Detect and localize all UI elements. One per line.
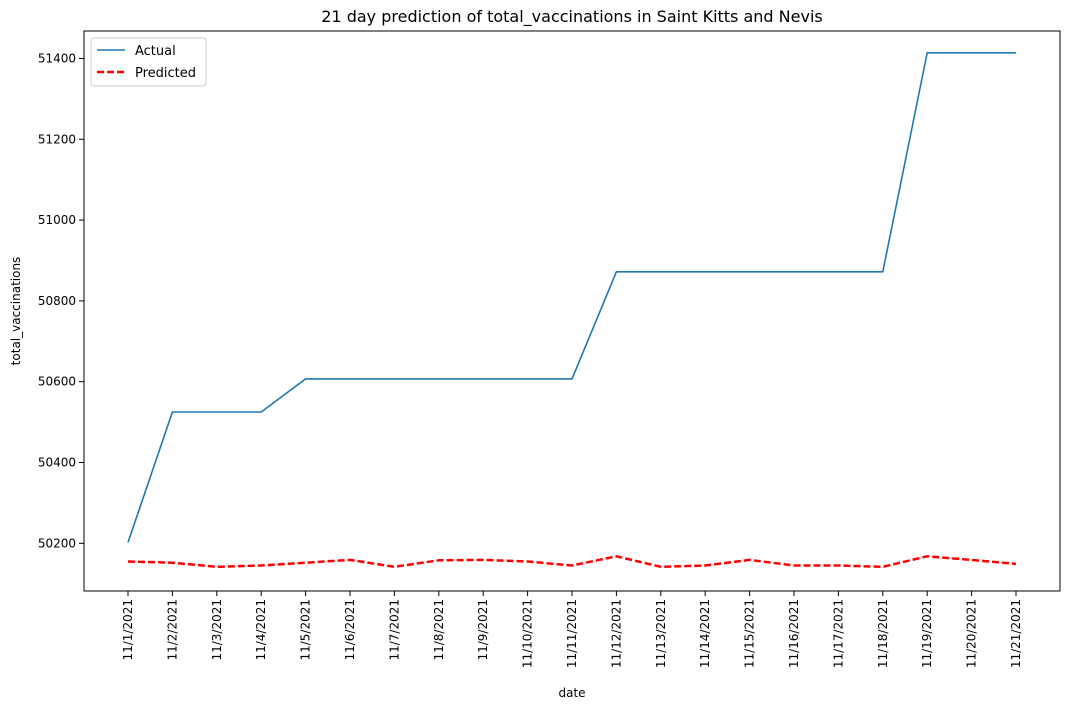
x-tick-label: 11/16/2021 [787,599,801,668]
y-tick-label: 50400 [38,456,76,470]
y-tick-label: 51200 [38,132,76,146]
x-axis: 11/1/2021 11/2/2021 11/3/2021 11/4/2021 11/5… [121,591,1023,668]
x-tick-label: 11/10/2021 [521,599,535,668]
y-tick-label: 50200 [38,536,76,550]
x-tick-label: 11/7/2021 [387,599,401,661]
x-tick-label: 11/1/2021 [121,599,135,661]
y-tick-label: 50800 [38,294,76,308]
y-tick-label: 50600 [38,375,76,389]
x-axis-label: date [558,686,585,700]
x-tick-label: 11/18/2021 [876,599,890,668]
y-axis: 50200 50400 50600 50800 51000 51200 51400 [38,51,84,550]
x-tick-label: 11/5/2021 [299,599,313,661]
x-tick-label: 11/14/2021 [698,599,712,668]
x-tick-label: 11/4/2021 [254,599,268,661]
legend: Actual Predicted [90,37,207,87]
x-tick-label: 11/3/2021 [210,599,224,661]
x-tick-label: 11/6/2021 [343,599,357,661]
x-tick-label: 11/19/2021 [920,599,934,668]
x-tick-label: 11/21/2021 [1009,599,1023,668]
x-tick-label: 11/20/2021 [965,599,979,668]
x-tick-label: 11/11/2021 [565,599,579,668]
x-tick-label: 11/13/2021 [654,599,668,668]
y-tick-label: 51400 [38,51,76,65]
y-axis-label: total_vaccinations [9,257,23,366]
legend-label-actual: Actual [135,44,176,59]
x-tick-label: 11/2/2021 [165,599,179,661]
x-tick-label: 11/17/2021 [831,599,845,668]
series-line-actual [127,51,1016,543]
x-tick-label: 11/8/2021 [432,599,446,661]
y-tick-label: 51000 [38,213,76,227]
chart-title: 21 day prediction of total_vaccinations … [321,7,822,27]
series-line-predicted [127,555,1017,569]
x-tick-label: 11/12/2021 [609,599,623,668]
x-tick-label: 11/9/2021 [476,599,490,661]
series-layer [127,51,1017,569]
legend-label-predicted: Predicted [135,66,196,81]
x-tick-label: 11/15/2021 [743,599,757,668]
